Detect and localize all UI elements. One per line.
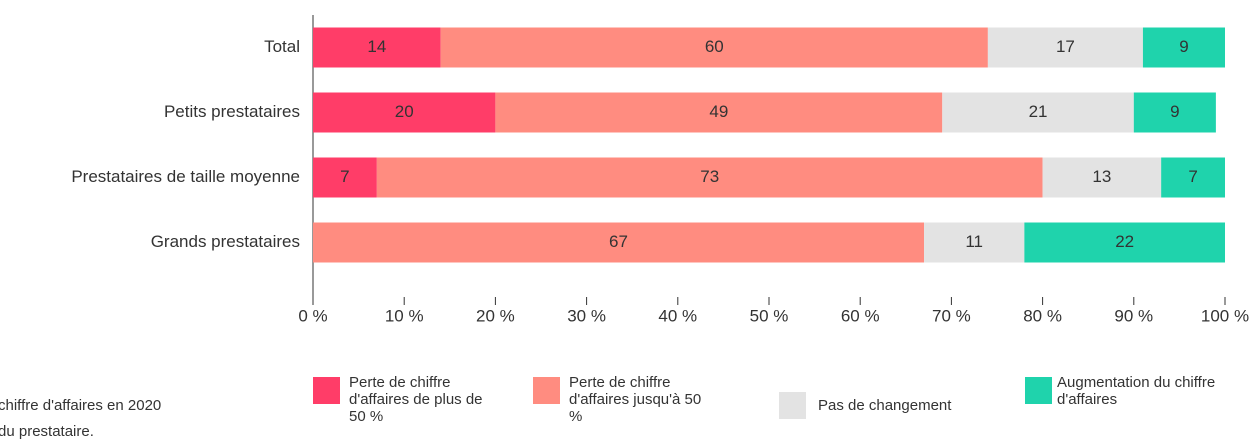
note: chiffre d'affaires en 2020 bbox=[0, 397, 161, 414]
legend-label: Perte de chiffre d'affaires de plus de 5… bbox=[349, 374, 483, 425]
bar-segment bbox=[1142, 27, 1225, 68]
bar-segment bbox=[1133, 92, 1216, 133]
note: du prestataire. bbox=[0, 423, 94, 440]
bar-segment bbox=[987, 27, 1143, 68]
legend-label: Pas de changement bbox=[818, 397, 952, 414]
legend-swatch bbox=[533, 377, 560, 404]
bar-value-label: 60 bbox=[705, 37, 724, 56]
bar-segment bbox=[440, 27, 988, 68]
bar-segment bbox=[1024, 222, 1225, 263]
category-label: Grands prestataires bbox=[151, 232, 300, 251]
bar-segment bbox=[495, 92, 943, 133]
bar-value-label: 11 bbox=[965, 232, 983, 251]
bar-value-label: 73 bbox=[700, 167, 719, 186]
bar-segment bbox=[924, 222, 1025, 263]
legend-label: Augmentation du chiffre d'affaires bbox=[1057, 374, 1216, 408]
bar-value-label: 9 bbox=[1170, 102, 1179, 121]
legend-swatch bbox=[1025, 377, 1052, 404]
bar-value-label: 7 bbox=[1188, 167, 1197, 186]
x-tick-label: 60 % bbox=[841, 306, 880, 325]
bar-segment bbox=[313, 222, 925, 263]
bar-segment bbox=[942, 92, 1134, 133]
x-tick-label: 0 % bbox=[298, 306, 327, 325]
bar-value-label: 49 bbox=[709, 102, 728, 121]
x-tick-label: 40 % bbox=[658, 306, 697, 325]
bar-segment bbox=[313, 157, 377, 198]
x-tick-label: 90 % bbox=[1114, 306, 1153, 325]
bar-segment bbox=[313, 92, 496, 133]
bar-value-label: 22 bbox=[1115, 232, 1134, 251]
bar-segment bbox=[313, 27, 441, 68]
bar-segment bbox=[376, 157, 1043, 198]
legend-swatch bbox=[313, 377, 340, 404]
legend-label: Perte de chiffre d'affaires jusqu'à 50 % bbox=[569, 374, 702, 425]
bar-value-label: 9 bbox=[1179, 37, 1188, 56]
legend-swatch bbox=[779, 392, 806, 419]
bar-value-label: 17 bbox=[1056, 37, 1075, 56]
bar-value-label: 20 bbox=[395, 102, 414, 121]
category-label: Petits prestataires bbox=[164, 102, 300, 121]
bar-segment bbox=[1042, 157, 1162, 198]
bar-value-label: 21 bbox=[1029, 102, 1048, 121]
x-tick-label: 70 % bbox=[932, 306, 971, 325]
x-tick-label: 50 % bbox=[750, 306, 789, 325]
x-tick-label: 10 % bbox=[385, 306, 424, 325]
x-tick-label: 100 % bbox=[1201, 306, 1249, 325]
bar-segment bbox=[1161, 157, 1225, 198]
bar-value-label: 7 bbox=[340, 167, 349, 186]
category-label: Total bbox=[264, 37, 300, 56]
bar-value-label: 67 bbox=[609, 232, 628, 251]
x-tick-label: 80 % bbox=[1023, 306, 1062, 325]
x-tick-label: 20 % bbox=[476, 306, 515, 325]
category-label: Prestataires de taille moyenne bbox=[71, 167, 300, 186]
bar-value-label: 13 bbox=[1092, 167, 1111, 186]
bar-value-label: 14 bbox=[367, 37, 386, 56]
x-tick-label: 30 % bbox=[567, 306, 606, 325]
